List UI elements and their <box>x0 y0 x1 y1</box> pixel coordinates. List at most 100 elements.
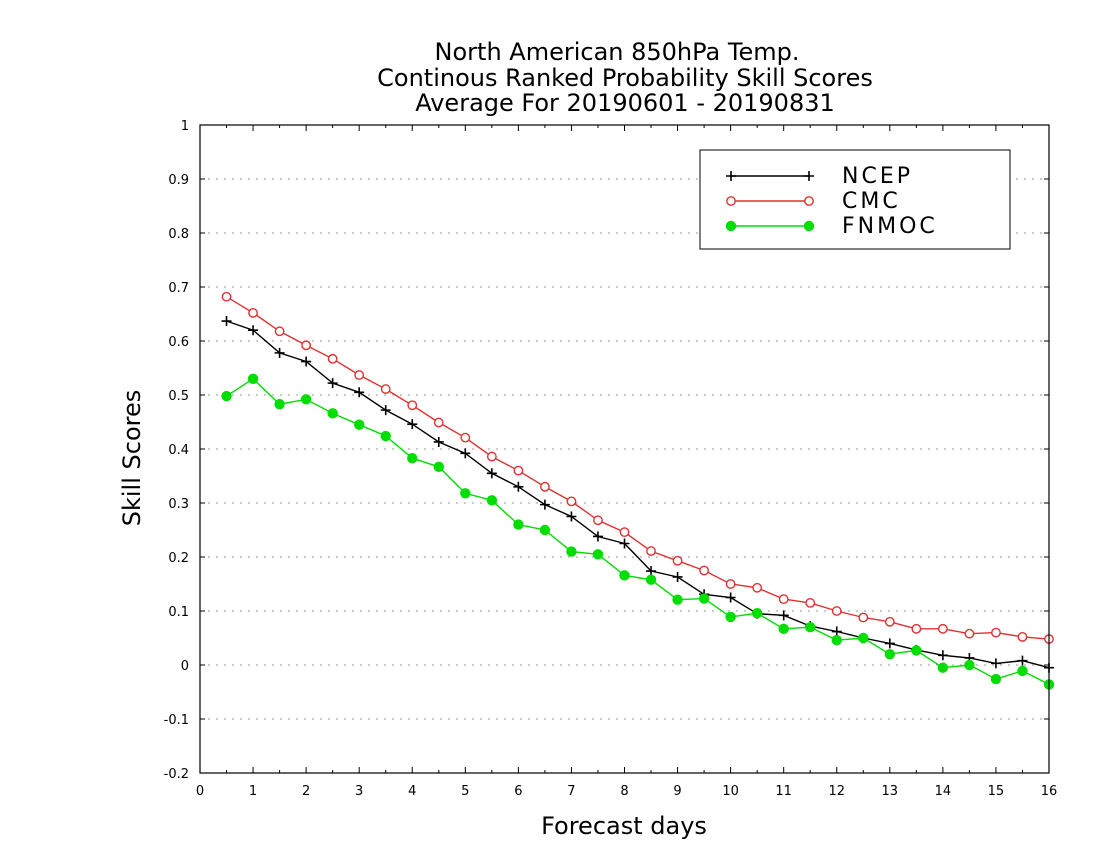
y-tick-label: 0.8 <box>168 227 189 242</box>
x-tick-label: 0 <box>196 784 204 799</box>
point-ncep <box>486 468 497 479</box>
point-ncep <box>592 531 603 542</box>
point-ncep <box>221 316 232 327</box>
legend-marker-cmc <box>804 196 814 206</box>
title-line-1: North American 850hPa Temp. <box>435 38 800 66</box>
y-tick-label: 0.3 <box>168 497 189 512</box>
point-cmc <box>646 546 656 556</box>
series-fnmoc <box>221 373 1055 690</box>
x-tick-labels: 0 1 2 3 4 5 6 7 8 9 10 11 12 13 14 15 16 <box>196 784 1057 799</box>
point-ncep <box>460 448 471 459</box>
x-tick-label: 2 <box>302 784 310 799</box>
y-tick-label: 0.4 <box>168 443 189 458</box>
point-fnmoc <box>592 549 604 560</box>
y-tick-label: 0.9 <box>168 173 189 188</box>
point-cmc <box>301 340 312 351</box>
point-cmc <box>937 623 948 634</box>
point-cmc <box>327 353 338 364</box>
point-cmc <box>274 326 285 337</box>
point-fnmoc <box>433 461 444 473</box>
point-cmc <box>964 628 975 639</box>
point-ncep <box>354 387 365 398</box>
x-tick-label: 13 <box>882 784 899 799</box>
point-cmc <box>725 579 736 589</box>
point-ncep <box>539 499 550 510</box>
point-fnmoc <box>221 390 232 402</box>
point-fnmoc <box>407 452 418 464</box>
point-cmc <box>858 612 869 623</box>
point-fnmoc <box>247 373 259 385</box>
point-fnmoc <box>672 594 683 605</box>
series-line-fnmoc <box>226 377 1050 686</box>
point-fnmoc <box>805 622 816 633</box>
point-cmc <box>699 565 709 576</box>
point-fnmoc <box>566 546 577 557</box>
legend-marker-ncep <box>726 171 736 181</box>
point-ncep <box>990 658 1001 669</box>
legend-label-cmc: CMC <box>842 189 901 214</box>
series-cmc <box>221 291 1054 644</box>
point-cmc <box>354 370 365 380</box>
x-tick-label: 9 <box>673 784 681 799</box>
y-tick-labels: -0.2 -0.1 0 0.1 0.2 0.3 0.4 0.5 0.6 0.7 0.8 0.9 1 <box>164 119 189 782</box>
series-line-ncep <box>226 320 1050 669</box>
point-cmc <box>805 598 816 608</box>
point-cmc <box>991 627 1001 638</box>
x-tick-label: 5 <box>461 784 469 799</box>
x-tick-label: 4 <box>408 784 416 799</box>
x-tick-label: 3 <box>355 784 363 799</box>
legend-marker-fnmoc <box>803 220 815 232</box>
title-line-3: Average For 20190601 - 20190831 <box>415 89 835 117</box>
x-tick-label: 7 <box>567 784 575 799</box>
legend-label-ncep: NCEP <box>842 164 913 189</box>
point-ncep <box>1017 655 1028 666</box>
point-cmc <box>619 527 630 538</box>
point-cmc <box>486 451 497 462</box>
x-tick-label: 6 <box>514 784 522 799</box>
point-fnmoc <box>327 408 338 419</box>
y-tick-label: 0.1 <box>168 605 189 620</box>
legend-marks <box>725 171 815 232</box>
point-fnmoc <box>513 519 524 530</box>
point-ncep <box>274 347 285 358</box>
point-cmc <box>672 555 683 566</box>
y-tick-label: -0.1 <box>164 713 189 728</box>
point-fnmoc <box>964 659 975 671</box>
x-axis-label: Forecast days <box>541 812 707 840</box>
point-fnmoc <box>300 394 312 405</box>
point-cmc <box>460 432 471 443</box>
point-cmc <box>1017 632 1028 642</box>
point-fnmoc <box>778 623 789 635</box>
legend-marker-cmc <box>726 196 736 206</box>
point-fnmoc <box>751 607 763 619</box>
point-fnmoc <box>911 645 922 656</box>
point-fnmoc <box>990 673 1002 685</box>
point-fnmoc <box>486 495 498 506</box>
point-ncep <box>513 481 524 492</box>
point-fnmoc <box>698 593 710 604</box>
y-tick-label: 0.7 <box>168 281 189 296</box>
y-tick-label: 0 <box>181 659 189 674</box>
point-cmc <box>221 291 232 302</box>
point-ncep <box>433 436 444 447</box>
point-fnmoc <box>884 649 896 660</box>
x-tick-label: 11 <box>775 784 792 799</box>
point-ncep <box>248 325 259 336</box>
point-cmc <box>566 496 577 507</box>
point-cmc <box>407 400 418 411</box>
point-fnmoc <box>460 488 471 499</box>
y-tick-label: 1 <box>181 119 189 134</box>
y-tick-label: 0.2 <box>168 551 189 566</box>
chart-title: North American 850hPa Temp. Continous Ra… <box>377 38 873 117</box>
series-ncep <box>221 316 1054 673</box>
point-ncep <box>778 610 789 621</box>
x-tick-label: 12 <box>828 784 845 799</box>
legend-label-fnmoc: FNMOC <box>842 214 938 239</box>
legend-marker-ncep <box>804 171 814 181</box>
point-ncep <box>646 566 657 577</box>
point-ncep <box>619 538 630 549</box>
point-ncep <box>672 571 683 582</box>
x-tick-label: 14 <box>935 784 952 799</box>
point-fnmoc <box>1017 665 1028 677</box>
legend-box <box>699 149 1011 250</box>
